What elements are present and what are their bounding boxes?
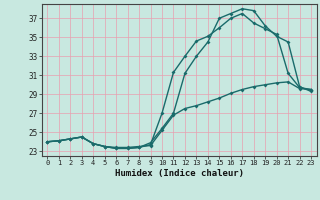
X-axis label: Humidex (Indice chaleur): Humidex (Indice chaleur) [115, 169, 244, 178]
